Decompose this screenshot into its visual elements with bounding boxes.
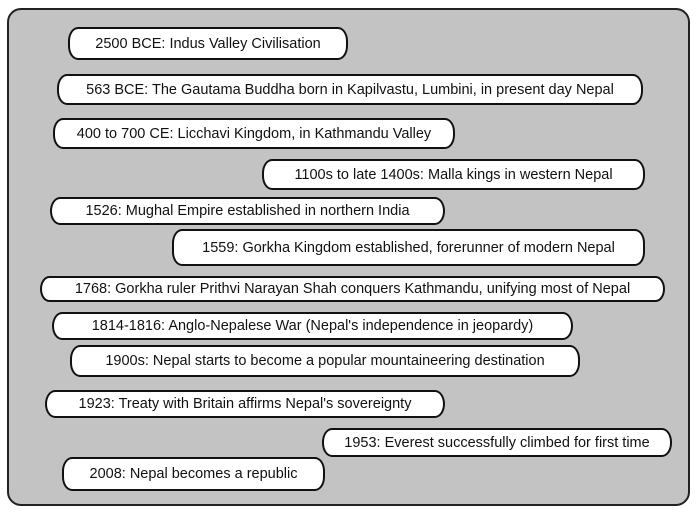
event-1953: 1953: Everest successfully climbed for f…: [322, 428, 672, 457]
event-400-700ce: 400 to 700 CE: Licchavi Kingdom, in Kath…: [53, 118, 455, 149]
event-1923: 1923: Treaty with Britain affirms Nepal'…: [45, 390, 445, 418]
event-563bce: 563 BCE: The Gautama Buddha born in Kapi…: [57, 74, 643, 105]
event-1100s: 1100s to late 1400s: Malla kings in west…: [262, 159, 645, 190]
event-1814-1816: 1814-1816: Anglo-Nepalese War (Nepal's i…: [52, 312, 573, 340]
event-2500bce: 2500 BCE: Indus Valley Civilisation: [68, 27, 348, 60]
event-1900s: 1900s: Nepal starts to become a popular …: [70, 345, 580, 377]
event-1526: 1526: Mughal Empire established in north…: [50, 197, 445, 225]
event-2008: 2008: Nepal becomes a republic: [62, 457, 325, 491]
event-1559: 1559: Gorkha Kingdom established, foreru…: [172, 229, 645, 266]
event-1768: 1768: Gorkha ruler Prithvi Narayan Shah …: [40, 276, 665, 302]
